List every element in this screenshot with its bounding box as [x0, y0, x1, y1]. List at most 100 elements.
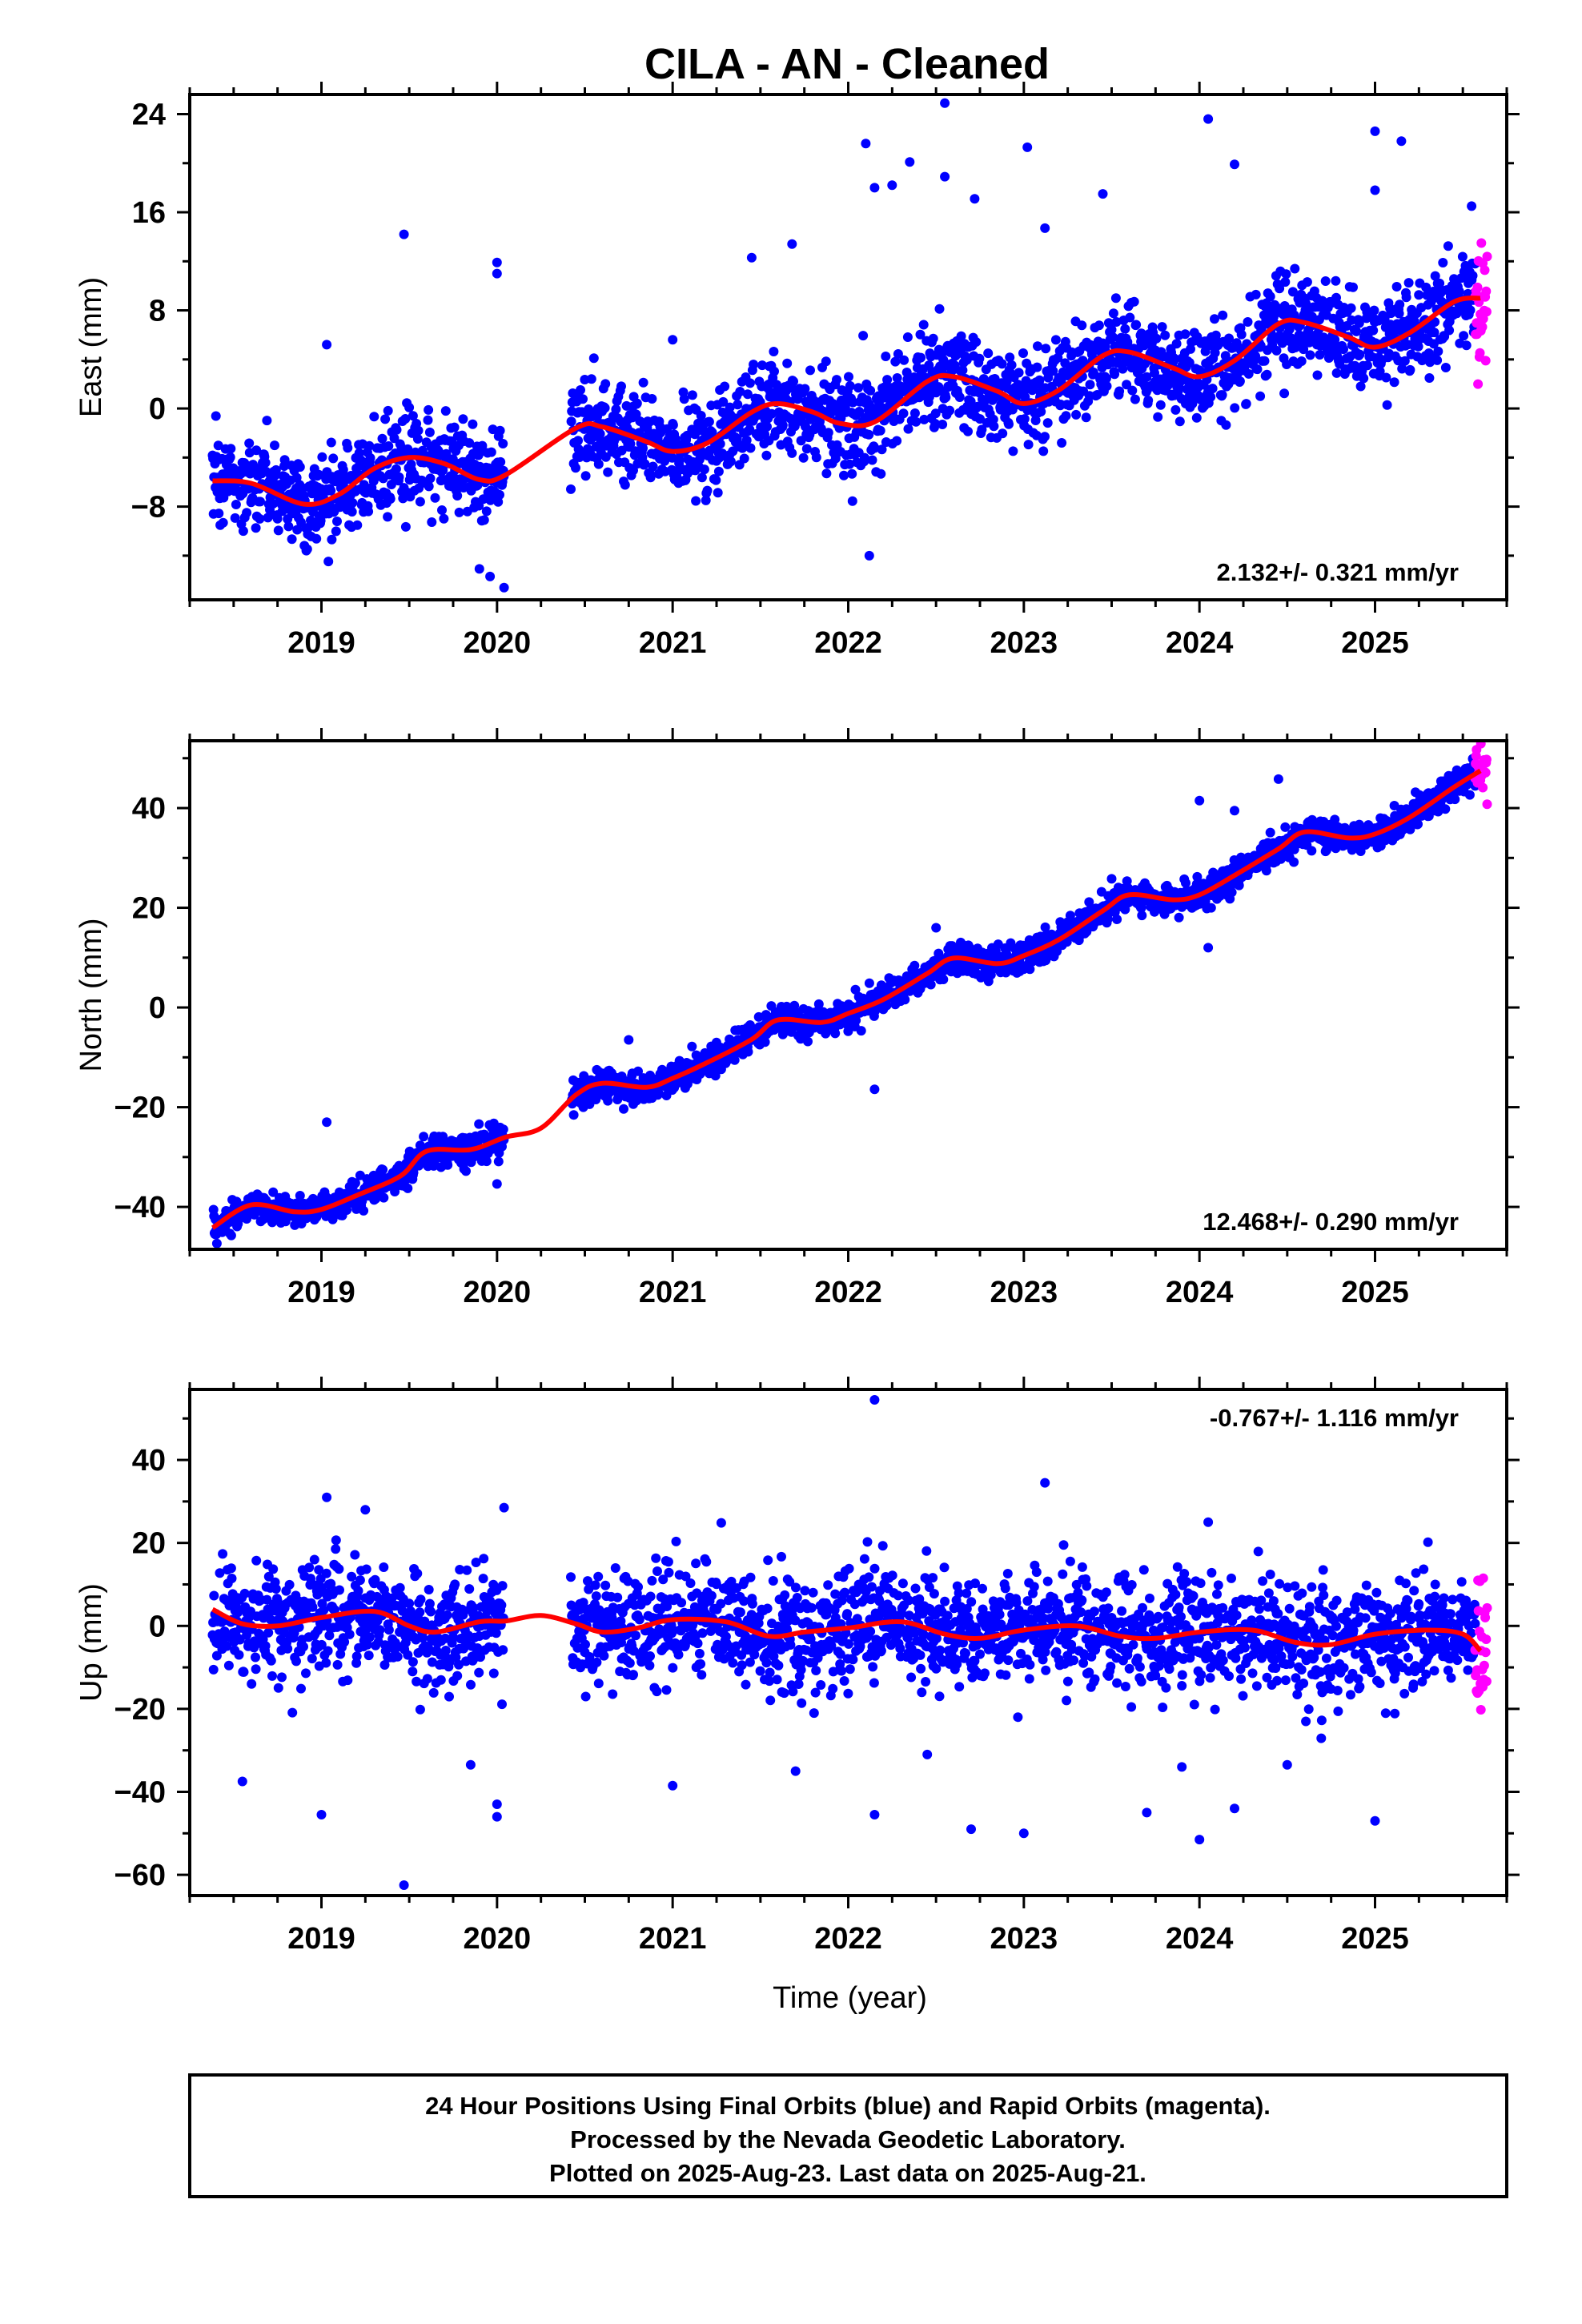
east-final-orbit-point [314, 469, 324, 480]
east-final-orbit-point [214, 509, 224, 519]
north-final-orbit-point [1265, 827, 1275, 838]
north-final-orbit-point [803, 1036, 813, 1047]
east-final-orbit-point [279, 455, 290, 465]
east-final-orbit-point [1424, 373, 1435, 383]
east-final-orbit-point [1224, 333, 1234, 344]
north-final-orbit-point [498, 1124, 508, 1135]
east-outlier-point [1098, 189, 1108, 199]
north-outlier-point [1106, 874, 1117, 884]
north-x-tick-label: 2024 [1166, 1276, 1234, 1309]
east-outlier-point [864, 550, 874, 561]
east-final-orbit-point [1363, 360, 1372, 371]
east-final-orbit-point [1210, 348, 1220, 358]
east-final-orbit-point [1440, 363, 1451, 372]
east-final-orbit-point [1290, 263, 1300, 274]
east-final-orbit-point [901, 368, 912, 377]
east-final-orbit-point [745, 378, 755, 388]
east-final-orbit-point [858, 331, 869, 341]
east-final-orbit-point [1351, 326, 1362, 336]
east-final-orbit-point [830, 453, 841, 464]
north-final-orbit-point [856, 1026, 866, 1036]
east-rapid-orbit-point [1475, 348, 1485, 358]
north-final-orbit-point [1452, 767, 1463, 778]
east-rapid-orbit-point [1481, 286, 1492, 296]
east-final-orbit-point [971, 337, 982, 347]
east-final-orbit-point [882, 375, 893, 385]
east-final-orbit-point [272, 513, 283, 524]
east-final-orbit-point [1048, 366, 1058, 376]
east-final-orbit-point [328, 453, 339, 464]
east-final-orbit-point [1255, 391, 1266, 401]
east-final-orbit-point [1403, 278, 1414, 288]
up-final-orbit-point [267, 1671, 277, 1681]
east-final-orbit-point [1454, 286, 1464, 296]
east-final-orbit-point [230, 513, 240, 523]
east-final-orbit-point [1120, 324, 1130, 334]
east-final-orbit-point [1401, 292, 1411, 303]
east-final-orbit-point [741, 435, 752, 445]
up-final-orbit-point [266, 1655, 276, 1666]
east-y-axis-label: East (mm) [74, 277, 108, 417]
north-final-orbit-point [633, 1066, 643, 1076]
east-outlier-point [1396, 136, 1407, 147]
east-final-orbit-point [1271, 345, 1282, 356]
east-outlier-point [861, 139, 871, 149]
north-final-orbit-point [1137, 911, 1147, 921]
north-final-orbit-point [268, 1187, 279, 1197]
east-rapid-orbit-point [1476, 238, 1487, 248]
east-final-orbit-point [400, 414, 411, 424]
north-x-tick-label: 2020 [464, 1276, 532, 1309]
east-final-orbit-point [823, 428, 833, 438]
east-rapid-orbit-point [1480, 265, 1490, 275]
north-final-orbit-point [461, 1166, 471, 1176]
east-final-orbit-point [1041, 344, 1051, 354]
east-final-orbit-point [380, 414, 391, 424]
east-final-orbit-point [603, 467, 613, 477]
east-final-orbit-point [317, 452, 327, 462]
north-x-tick-label: 2025 [1341, 1276, 1409, 1309]
east-final-orbit-point [1034, 375, 1045, 385]
east-final-orbit-point [486, 447, 496, 457]
east-final-orbit-point [638, 443, 648, 453]
east-final-orbit-point [586, 374, 596, 384]
east-final-orbit-point [1170, 354, 1180, 364]
north-final-orbit-point [619, 1104, 628, 1114]
east-y-tick-label: 24 [132, 99, 166, 132]
east-outlier-point [492, 268, 502, 279]
east-final-orbit-point [1081, 412, 1091, 423]
up-final-orbit-point [251, 1652, 260, 1663]
east-velocity-label: 2.132+/- 0.321 mm/yr [1217, 558, 1459, 586]
north-final-orbit-point [1025, 964, 1035, 975]
east-final-orbit-point [255, 497, 265, 507]
east-final-orbit-point [1369, 305, 1379, 316]
north-final-orbit-point [211, 1238, 222, 1248]
east-final-orbit-point [1221, 420, 1231, 430]
east-final-orbit-point [1331, 368, 1342, 378]
east-final-orbit-point [909, 408, 920, 418]
north-final-orbit-point [1181, 878, 1191, 888]
east-final-orbit-point [821, 356, 831, 367]
north-final-orbit-point [568, 1110, 579, 1120]
east-final-orbit-point [787, 448, 797, 458]
east-final-orbit-point [1111, 317, 1122, 327]
east-final-orbit-point [403, 444, 413, 454]
up-final-orbit-point [209, 1590, 219, 1601]
east-final-orbit-point [1125, 312, 1135, 323]
north-final-orbit-point [1280, 822, 1291, 832]
east-final-orbit-point [326, 437, 336, 448]
north-outlier-point [322, 1117, 332, 1128]
east-final-orbit-point [427, 517, 437, 527]
east-final-orbit-point [437, 505, 447, 515]
east-outlier-point [499, 582, 509, 593]
east-final-orbit-point [1030, 416, 1041, 425]
east-final-orbit-point [1122, 380, 1132, 390]
east-rapid-orbit-point [1482, 251, 1492, 262]
east-final-orbit-point [1050, 335, 1061, 345]
east-final-orbit-point [1299, 344, 1309, 355]
east-final-orbit-point [226, 444, 236, 454]
east-outlier-point [970, 194, 980, 204]
east-final-orbit-point [454, 507, 464, 517]
east-final-orbit-point [1256, 323, 1267, 333]
north-final-orbit-point [1330, 814, 1340, 825]
east-final-orbit-point [1235, 376, 1245, 386]
